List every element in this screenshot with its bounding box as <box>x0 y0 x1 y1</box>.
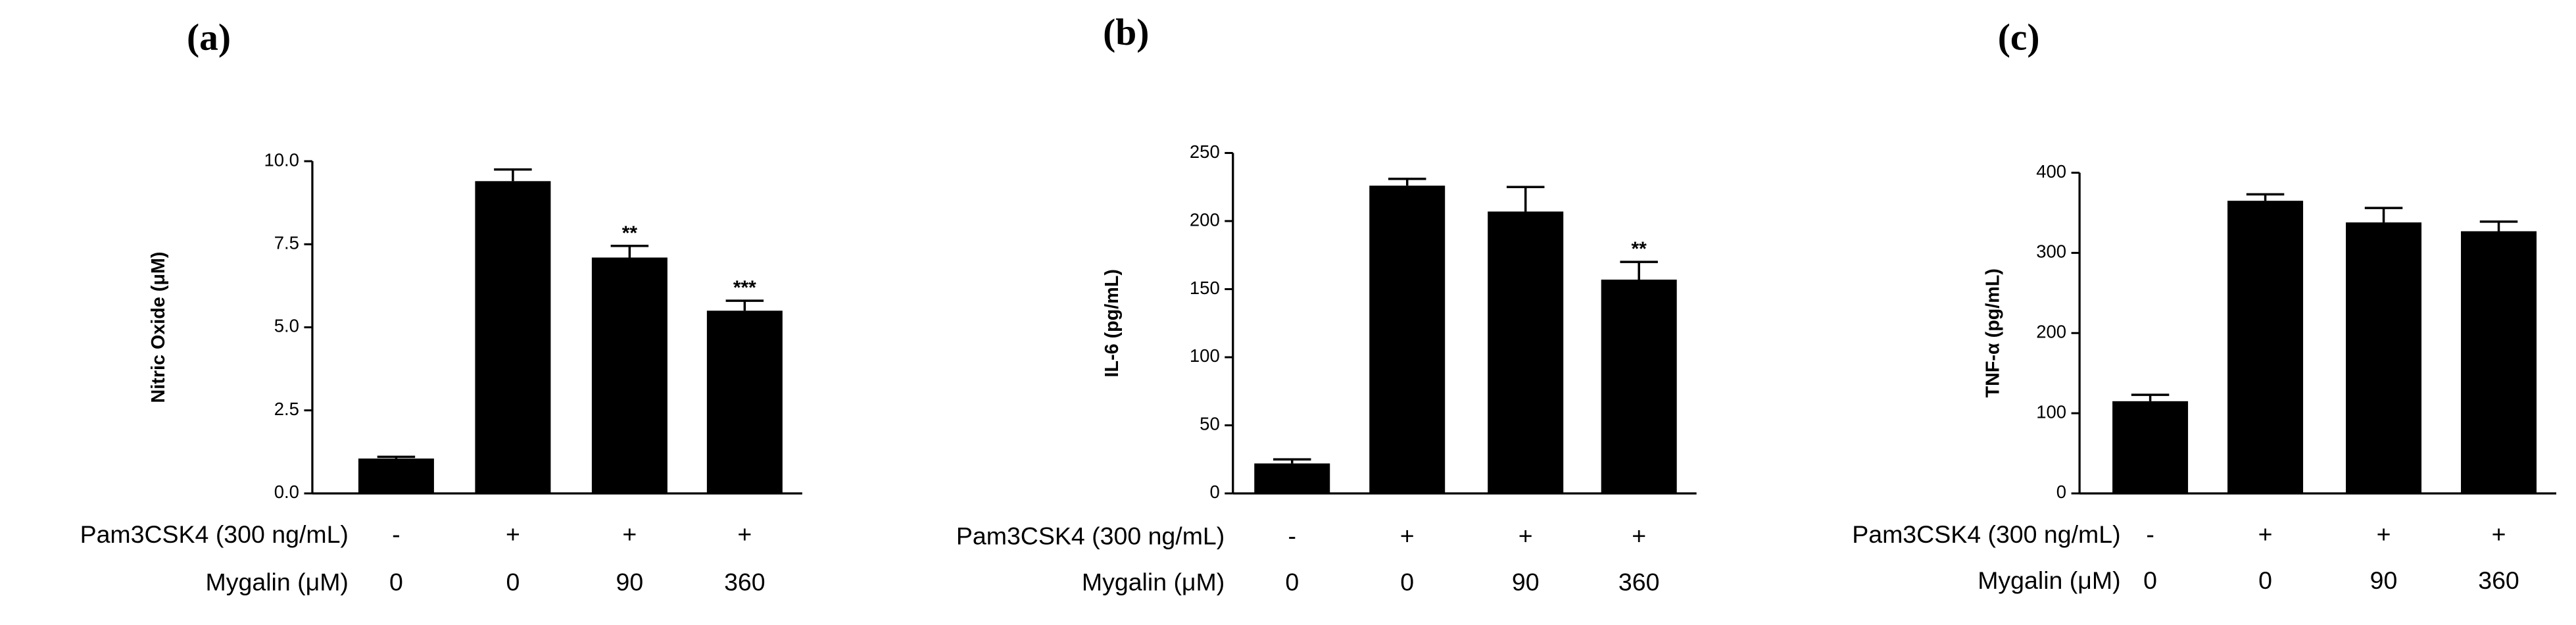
panel: (c) TNF-α (pg/mL) 0 100 200 300 400 Pam3CSK4 (3… <box>1852 17 2557 594</box>
y-tick-label: 250 <box>1190 141 1220 162</box>
bar <box>706 311 783 493</box>
condition-name: Pam3CSK4 (300 ng/mL) <box>80 520 349 548</box>
y-tick-label: 0 <box>2056 482 2066 502</box>
condition-label: + <box>2377 520 2391 548</box>
condition-label: 360 <box>2478 566 2519 594</box>
condition-label: + <box>1632 522 1646 549</box>
condition-name: Mygalin (μM) <box>1978 566 2120 594</box>
bar <box>475 181 551 493</box>
y-tick-label: 50 <box>1200 414 1220 434</box>
condition-label: 90 <box>2370 566 2398 594</box>
condition-label: 360 <box>724 568 766 595</box>
bar <box>2346 222 2422 493</box>
condition-label: + <box>506 520 520 548</box>
condition-label: + <box>1400 522 1415 549</box>
condition-label: 0 <box>389 568 403 595</box>
y-tick-label: 5.0 <box>274 316 299 336</box>
condition-label: - <box>392 520 400 548</box>
y-axis-label: TNF-α (pg/mL) <box>1983 268 2004 397</box>
bar <box>2112 401 2189 493</box>
y-axis-label: IL-6 (pg/mL) <box>1102 269 1123 377</box>
bar <box>2461 231 2537 493</box>
condition-label: + <box>2258 520 2273 548</box>
y-tick-label: 400 <box>2036 161 2066 182</box>
condition-name: Mygalin (μM) <box>1082 568 1225 595</box>
condition-label: + <box>622 520 637 548</box>
condition-label: - <box>2146 520 2154 548</box>
panel-label: (a) <box>187 17 231 59</box>
y-tick-label: 100 <box>1190 345 1220 366</box>
condition-label: - <box>1288 522 1296 549</box>
y-axis-label: Nitric Oxide (μM) <box>148 252 169 403</box>
condition-label: + <box>2492 520 2506 548</box>
condition-label: + <box>737 520 752 548</box>
y-tick-label: 2.5 <box>274 399 299 419</box>
y-tick-label: 200 <box>2036 322 2066 342</box>
panel: (a)Nitric Oxide (μM)0.02.55.07.510.0****… <box>80 17 802 595</box>
y-tick-label: 7.5 <box>274 233 299 253</box>
panel-label: (c) <box>1998 17 2040 59</box>
condition-label: 360 <box>1618 568 1660 595</box>
bar <box>2227 201 2304 493</box>
significance: ** <box>1632 238 1647 260</box>
condition-label: 0 <box>1285 568 1299 595</box>
y-tick-label: 10.0 <box>264 149 299 170</box>
panel: (b) IL-6 (pg/mL) 0 50 100 150 200 250 ** Pam3CSK4… <box>956 12 1697 595</box>
condition-label: + <box>1519 522 1533 549</box>
condition-name: Mygalin (μM) <box>206 568 349 595</box>
condition-name: Pam3CSK4 (300 ng/mL) <box>1852 520 2120 548</box>
condition-label: 0 <box>1400 568 1414 595</box>
bar <box>358 458 434 493</box>
condition-label: 0 <box>2258 566 2272 594</box>
y-tick-label: 0.0 <box>274 482 299 502</box>
y-tick-label: 150 <box>1190 278 1220 298</box>
bar <box>1369 186 1446 493</box>
condition-label: 90 <box>616 568 644 595</box>
panel-label: (b) <box>1103 12 1149 53</box>
bar <box>1254 463 1330 493</box>
bar <box>1601 280 1677 493</box>
y-tick-label: 100 <box>2036 401 2066 422</box>
condition-label: 0 <box>506 568 520 595</box>
y-tick-label: 200 <box>1190 209 1220 230</box>
bar <box>591 257 668 493</box>
significance: *** <box>733 277 756 299</box>
condition-label: 0 <box>2143 566 2157 594</box>
condition-label: 90 <box>1512 568 1540 595</box>
significance: ** <box>622 222 638 244</box>
condition-name: Pam3CSK4 (300 ng/mL) <box>956 522 1225 549</box>
y-tick-label: 300 <box>2036 241 2066 262</box>
bar <box>1488 211 1564 493</box>
y-tick-label: 0 <box>1209 482 1219 502</box>
